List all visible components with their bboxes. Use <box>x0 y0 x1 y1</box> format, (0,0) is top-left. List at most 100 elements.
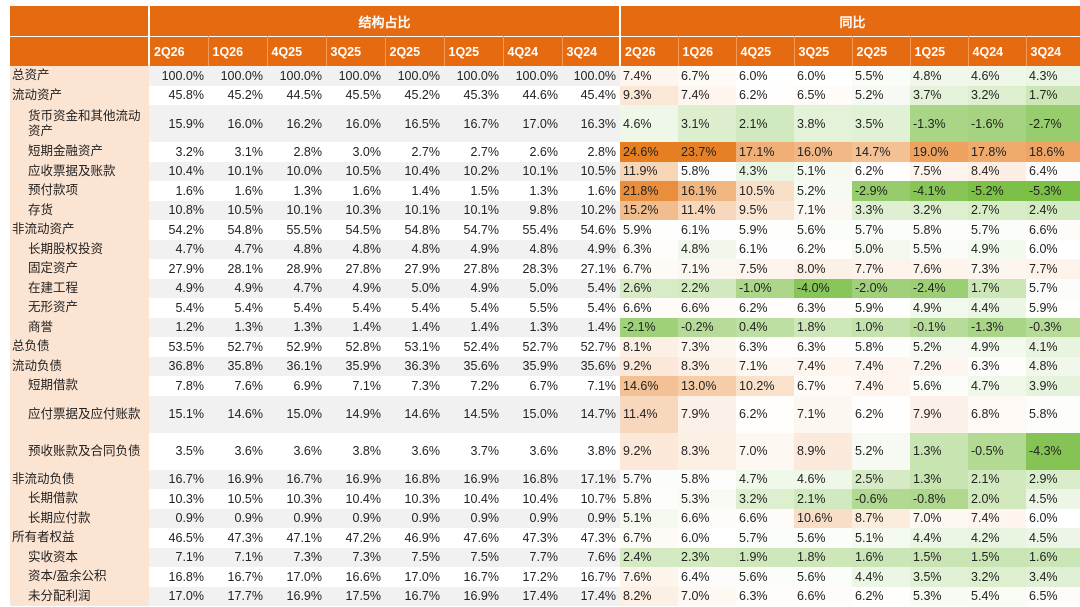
yoy-cell: 5.8% <box>620 489 679 509</box>
yoy-cell: 1.6% <box>852 547 911 567</box>
structure-cell: 16.9% <box>326 469 385 489</box>
structure-cell: 3.6% <box>385 432 444 470</box>
yoy-cell: 4.7% <box>736 469 795 489</box>
yoy-cell: 1.6% <box>1026 547 1080 567</box>
structure-cell: 35.6% <box>562 356 621 376</box>
yoy-cell: 7.6% <box>620 567 679 587</box>
yoy-cell: 1.5% <box>910 547 969 567</box>
structure-cell: 4.7% <box>267 278 326 298</box>
structure-cell: 10.4% <box>149 161 208 181</box>
row-label: 应付票据及应付账款 <box>10 395 149 433</box>
yoy-cell: -1.3% <box>968 317 1027 337</box>
row-label: 长期借款 <box>10 489 149 509</box>
table-row: 非流动负债 16.7% 16.9% 16.7% 16.9% 16.8% 16.9% 16.8%… <box>10 469 1080 489</box>
yoy-cell: 8.3% <box>678 356 737 376</box>
yoy-cell: 3.9% <box>1026 376 1080 396</box>
yoy-cell: 8.9% <box>794 432 853 470</box>
structure-cell: 7.1% <box>326 376 385 396</box>
yoy-cell: 7.5% <box>736 259 795 279</box>
row-label: 总资产 <box>10 66 149 86</box>
structure-cell: 4.7% <box>208 239 267 259</box>
structure-cell: 2.8% <box>562 142 621 162</box>
period-header-struct: 2Q25 <box>384 36 444 66</box>
structure-cell: 0.9% <box>444 508 503 528</box>
structure-cell: 16.9% <box>208 469 267 489</box>
yoy-cell: 0.4% <box>736 317 795 337</box>
yoy-cell: 4.1% <box>1026 337 1080 357</box>
structure-cell: 4.8% <box>326 239 385 259</box>
yoy-cell: 6.2% <box>794 239 853 259</box>
structure-cell: 55.5% <box>267 220 326 240</box>
group-header-row: 结构占比 同比 <box>10 6 1080 37</box>
yoy-cell: -4.3% <box>1026 432 1080 470</box>
yoy-cell: 24.6% <box>620 142 679 162</box>
structure-cell: 1.2% <box>149 317 208 337</box>
structure-cell: 5.4% <box>208 298 267 318</box>
yoy-cell: 6.5% <box>794 85 853 105</box>
structure-cell: 17.4% <box>503 586 562 606</box>
structure-cell: 16.2% <box>267 105 326 142</box>
structure-cell: 0.9% <box>562 508 621 528</box>
structure-cell: 4.9% <box>326 278 385 298</box>
structure-cell: 16.7% <box>444 105 503 142</box>
structure-cell: 16.7% <box>208 567 267 587</box>
structure-cell: 10.1% <box>444 200 503 220</box>
table-row: 存货 10.8% 10.5% 10.1% 10.3% 10.1% 10.1% 9.8% 10.2… <box>10 200 1080 220</box>
structure-cell: 47.1% <box>267 528 326 548</box>
structure-cell: 1.3% <box>267 181 326 201</box>
yoy-cell: 6.5% <box>1026 586 1080 606</box>
structure-cell: 1.4% <box>562 317 621 337</box>
yoy-cell: 9.3% <box>620 85 679 105</box>
yoy-cell: 7.4% <box>968 508 1027 528</box>
yoy-cell: 5.6% <box>794 220 853 240</box>
yoy-cell: 4.5% <box>1026 528 1080 548</box>
yoy-cell: 2.6% <box>620 278 679 298</box>
structure-cell: 5.4% <box>385 298 444 318</box>
yoy-cell: 6.6% <box>678 508 737 528</box>
yoy-cell: 2.9% <box>1026 469 1080 489</box>
structure-cell: 7.3% <box>267 547 326 567</box>
structure-cell: 17.2% <box>503 567 562 587</box>
yoy-cell: 9.5% <box>736 200 795 220</box>
yoy-cell: 6.2% <box>852 395 911 433</box>
yoy-cell: 7.3% <box>678 337 737 357</box>
structure-cell: 5.4% <box>267 298 326 318</box>
structure-cell: 3.2% <box>149 142 208 162</box>
structure-cell: 52.4% <box>444 337 503 357</box>
structure-cell: 53.5% <box>149 337 208 357</box>
yoy-cell: 2.5% <box>852 469 911 489</box>
yoy-cell: 14.7% <box>852 142 911 162</box>
structure-cell: 4.8% <box>385 239 444 259</box>
yoy-cell: -2.4% <box>910 278 969 298</box>
yoy-cell: -0.6% <box>852 489 911 509</box>
yoy-cell: 5.3% <box>910 586 969 606</box>
structure-cell: 16.7% <box>444 567 503 587</box>
period-header-yoy: 2Q26 <box>619 36 679 66</box>
period-header-struct: 1Q26 <box>207 36 267 66</box>
row-label: 非流动资产 <box>10 220 149 240</box>
yoy-cell: 5.8% <box>678 161 737 181</box>
structure-cell: 10.1% <box>503 161 562 181</box>
structure-cell: 17.0% <box>267 567 326 587</box>
yoy-cell: 3.8% <box>794 105 853 142</box>
yoy-cell: 5.8% <box>910 220 969 240</box>
structure-cell: 10.4% <box>503 489 562 509</box>
structure-cell: 10.2% <box>562 200 621 220</box>
structure-cell: 1.6% <box>208 181 267 201</box>
structure-cell: 10.5% <box>208 200 267 220</box>
structure-cell: 7.6% <box>562 547 621 567</box>
yoy-cell: 11.4% <box>678 200 737 220</box>
structure-cell: 28.1% <box>208 259 267 279</box>
structure-cell: 0.9% <box>149 508 208 528</box>
structure-cell: 10.1% <box>267 200 326 220</box>
structure-cell: 16.7% <box>149 469 208 489</box>
structure-cell: 4.8% <box>267 239 326 259</box>
table-row: 所有者权益 46.5% 47.3% 47.1% 47.2% 46.9% 47.6% 47.3%… <box>10 528 1080 548</box>
table-row: 资本/盈余公积 16.8% 16.7% 17.0% 16.6% 17.0% 16.7% 17.… <box>10 567 1080 587</box>
yoy-cell: 6.2% <box>736 395 795 433</box>
yoy-cell: 4.3% <box>736 161 795 181</box>
structure-cell: 28.9% <box>267 259 326 279</box>
yoy-cell: 17.8% <box>968 142 1027 162</box>
yoy-cell: -0.8% <box>910 489 969 509</box>
structure-cell: 5.0% <box>503 278 562 298</box>
